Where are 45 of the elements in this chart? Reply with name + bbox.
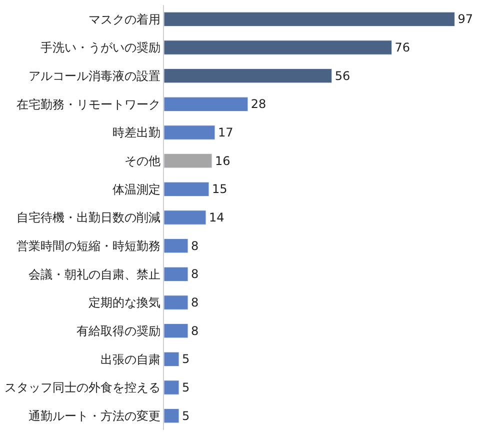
y-tick-label: その他 [124, 154, 161, 168]
data-label: 5 [182, 408, 190, 423]
y-tick-label: 定期的な換気 [88, 296, 161, 310]
data-label: 8 [190, 296, 199, 310]
y-tick-label: スタッフ同士の外食を控える [4, 380, 161, 395]
y-tick-label: 営業時間の短縮・時短勤務 [16, 239, 161, 254]
y-tick-label: 在宅勤務・リモートワーク [16, 97, 161, 112]
y-tick-label: 手洗い・うがいの奨励 [40, 40, 161, 55]
bar [164, 182, 210, 196]
bar [164, 12, 455, 26]
data-label: 8 [190, 238, 199, 253]
data-label: 5 [182, 352, 190, 366]
data-label: 97 [458, 12, 473, 26]
bar [164, 238, 188, 254]
bar [164, 295, 188, 310]
y-tick-label: 時差出勤 [112, 126, 161, 140]
bar [164, 125, 216, 140]
data-label: 76 [394, 40, 410, 54]
bar [164, 266, 188, 282]
data-label: 17 [218, 126, 234, 140]
data-label: 8 [190, 324, 199, 338]
y-tick-label: 会議・朝礼の自粛、禁止 [28, 267, 161, 282]
bar [164, 352, 180, 366]
bar [164, 408, 180, 424]
data-label: 5 [182, 380, 190, 394]
bar [164, 96, 248, 112]
bar [164, 324, 188, 338]
y-tick-label: 自宅待機・出勤日数の削減 [16, 210, 161, 225]
y-tick-label: 有給取得の奨励 [76, 324, 161, 338]
y-tick-label: 通勤ルート・方法の変更 [28, 409, 161, 424]
y-tick-label: 体温測定 [112, 182, 161, 196]
bar [164, 210, 206, 225]
bar [164, 68, 332, 84]
bar [164, 380, 180, 395]
data-label: 8 [190, 267, 199, 282]
data-label: 16 [214, 154, 230, 168]
y-tick-label: 出張の自粛 [100, 352, 161, 366]
data-label: 15 [212, 182, 228, 196]
data-label: 14 [208, 210, 224, 224]
y-tick-label: アルコール消毒液の設置 [28, 69, 161, 84]
data-label: 28 [250, 97, 266, 112]
bar [164, 154, 212, 168]
data-label: 56 [334, 68, 350, 83]
y-tick-label: マスクの着用 [88, 12, 161, 26]
bar [164, 40, 392, 55]
